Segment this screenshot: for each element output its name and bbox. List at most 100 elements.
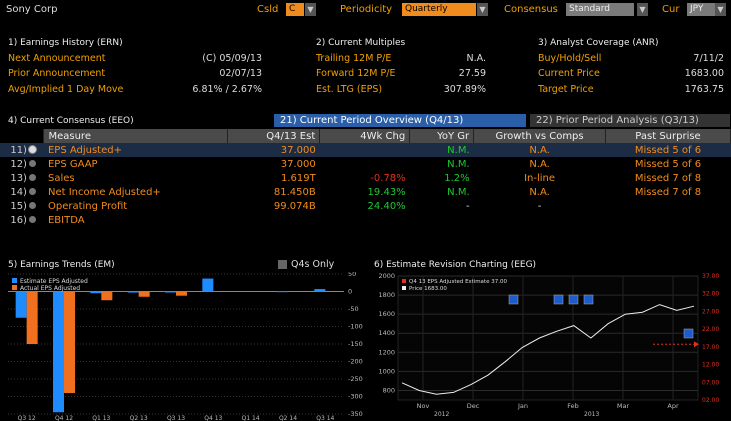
chg-cell [319,143,410,157]
col-measure[interactable]: Measure [43,129,229,143]
y-tick-label: -150 [348,340,363,348]
currency-field[interactable]: JPY [687,3,715,16]
consensus-field[interactable]: Standard [566,3,634,16]
est-ltg-label: Est. LTG (EPS) [316,84,383,95]
legend-swatch [402,279,406,283]
revision-chart-heading[interactable]: 6) Estimate Revision Charting (EEG) [374,260,537,270]
table-row[interactable]: 15) Operating Profit 99.074B 24.40% - - [0,199,731,213]
x-tick-label: Feb [567,402,579,410]
legend-label: Q4 13 EPS Adjusted Estimate 37.00 [409,279,507,285]
consensus-dropdown-icon[interactable]: ▼ [637,3,648,16]
legend-label: Actual EPS Adjusted [20,285,80,292]
y-right-tick-label: 12.00 [702,362,719,369]
row-number: 16) [10,214,27,226]
yoy-cell: N.M. [447,186,470,198]
bar-estimate [15,291,27,318]
event-marker-icon[interactable] [583,294,594,305]
y-tick-label: 50 [348,272,356,278]
col-past-surprise[interactable]: Past Surprise [605,129,731,143]
analyst-coverage-heading[interactable]: 3) Analyst Coverage (ANR) [538,38,659,48]
y-left-tick-label: 1800 [378,291,395,299]
measure-cell[interactable]: EPS GAAP [47,158,98,170]
y-left-tick-label: 1600 [378,310,395,318]
table-row[interactable]: 11) EPS Adjusted+ 37.000 N.M. N.A. Misse… [0,143,731,157]
legend-swatch [12,278,17,283]
event-marker-icon[interactable] [508,294,519,305]
tab-current-period[interactable]: 21) Current Period Overview (Q4/13) [274,114,526,127]
y-tick-label: -50 [348,305,359,313]
event-marker-icon[interactable] [553,294,564,305]
prior-announcement-value: 02/07/13 [219,68,262,79]
radio-icon[interactable] [28,160,36,167]
consensus-label: Consensus [504,4,558,15]
col-yoy-gr[interactable]: YoY Gr [409,129,475,143]
avg-move-value: 6.81% / 2.67% [192,84,262,95]
buy-hold-sell-value: 7/11/2 [693,53,724,64]
trailing-pe-label: Trailing 12M P/E [316,53,392,64]
bar-actual [64,291,75,393]
buy-hold-sell-label: Buy/Hold/Sell [538,53,602,64]
legend-label: Estimate EPS Adjusted [20,278,88,285]
consensus-table: Measure Q4/13 Est 4Wk Chg YoY Gr Growth … [0,129,731,227]
tab-prior-period[interactable]: 22) Prior Period Analysis (Q3/13) [530,114,730,127]
est-cell: 37.000 [280,158,316,170]
measure-cell[interactable]: EPS Adjusted+ [43,143,228,157]
estimate-arrow-icon [694,341,699,348]
x-tick-label: Q3 14 [316,415,334,421]
top-bar: Sony Corp Csld C ▼ Periodicity Quarterly… [0,0,731,20]
csld-field[interactable]: C [286,3,304,16]
event-marker-icon[interactable] [568,294,579,305]
measure-cell[interactable]: EBITDA [47,214,85,226]
measure-cell[interactable]: Operating Profit [47,200,128,212]
y-right-tick-label: 02.00 [702,397,719,404]
bar-actual [101,291,113,301]
earnings-history-heading[interactable]: 1) Earnings History (ERN) [8,38,123,48]
col-4wk-chg[interactable]: 4Wk Chg [319,129,411,143]
current-consensus-heading[interactable]: 4) Current Consensus (EEO) [8,116,134,126]
x-tick-label: Q1 13 [92,415,110,421]
trailing-pe-value: N.A. [466,53,486,64]
radio-icon[interactable] [28,202,36,209]
radio-icon[interactable] [28,174,36,181]
bar-estimate [127,291,139,293]
x-tick-label: Jan [517,402,528,410]
event-marker-icon[interactable] [683,328,694,339]
table-row[interactable]: 13) Sales 1.619T -0.78% 1.2% In-line Mis… [0,171,731,185]
earnings-trends-heading[interactable]: 5) Earnings Trends (EM) [8,260,115,270]
y-tick-label: 0 [348,288,352,296]
table-row[interactable]: 16) EBITDA [0,213,731,227]
bar-actual [176,291,187,296]
col-growth-vs-comps[interactable]: Growth vs Comps [473,129,607,143]
radio-icon[interactable] [28,216,36,223]
security-title: Sony Corp [6,4,58,15]
radio-icon[interactable] [28,188,36,195]
periodicity-field[interactable]: Quarterly [402,3,476,16]
forward-pe-value: 27.59 [458,68,486,79]
surprise-cell: Missed 5 of 6 [634,158,702,170]
row-number: 12) [10,158,27,170]
x-tick-label: Q1 14 [242,415,260,421]
measure-cell[interactable]: Sales [47,172,75,184]
yoy-cell: N.M. [409,143,474,157]
radio-selected-icon[interactable] [28,146,36,153]
periodicity-dropdown-icon[interactable]: ▼ [477,3,488,16]
col-est[interactable]: Q4/13 Est [227,129,321,143]
currency-dropdown-icon[interactable]: ▼ [715,3,726,16]
chg-cell [320,157,410,171]
measure-cell[interactable]: Net Income Adjusted+ [47,186,161,198]
x-tick-label: Q4 12 [55,415,73,421]
est-cell: 99.074B [273,200,316,212]
legend-swatch [12,285,17,290]
comps-cell [474,213,606,227]
q4s-only-checkbox[interactable] [278,260,287,269]
y-right-tick-label: 32.00 [702,291,719,298]
estimate-revision-chart: 2000 1800 1600 1400 1200 1000 800 37.00 32.00 27.… [378,272,719,418]
table-row[interactable]: 14) Net Income Adjusted+ 81.450B 19.43% … [0,185,731,199]
csld-dropdown-icon[interactable]: ▼ [305,3,316,16]
table-row[interactable]: 12) EPS GAAP 37.000 N.M. N.A. Missed 5 o… [0,157,731,171]
bar-estimate [90,291,102,294]
y-left-tick-label: 1400 [378,329,395,337]
surprise-cell: Missed 5 of 6 [605,143,731,157]
surprise-cell [606,213,731,227]
y-left-tick-label: 2000 [378,272,395,280]
